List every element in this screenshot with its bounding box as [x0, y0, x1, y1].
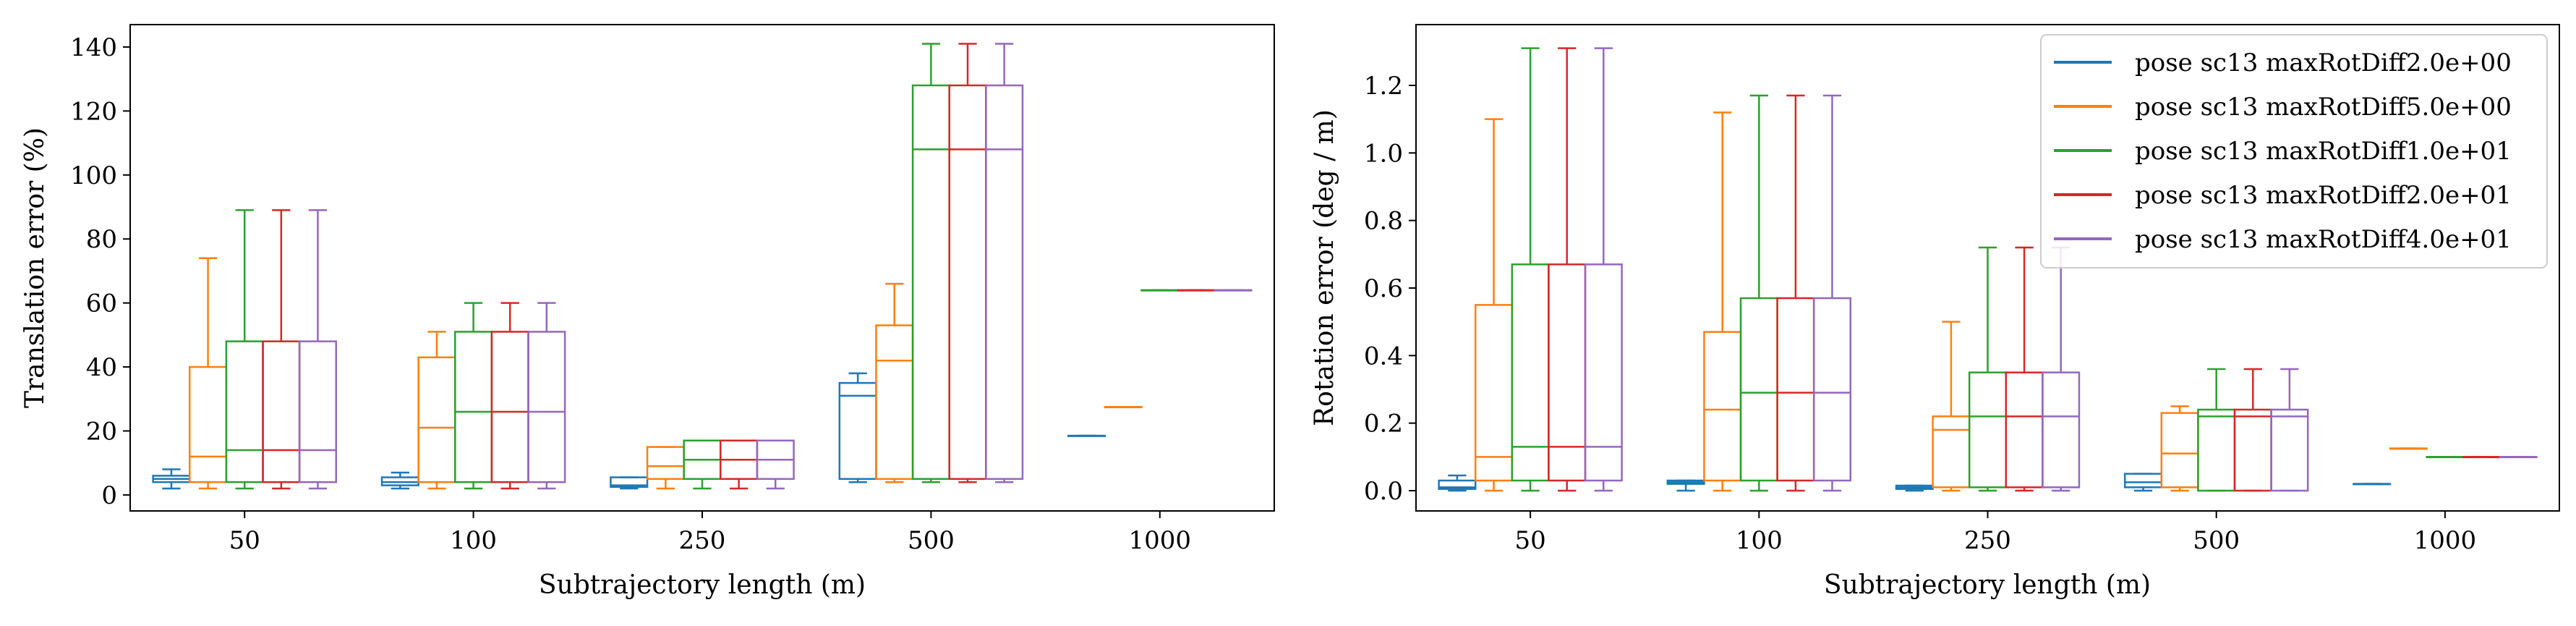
- y-tick-label: 0.0: [1364, 477, 1403, 506]
- y-tick-label: 0.6: [1364, 274, 1403, 303]
- box-plot: [1812, 94, 1852, 492]
- rotation-error-chart: 0.0 0.2 0.4 0.6 0.8 1.0 1.2 50 100 250 500 1000 Su…: [1310, 24, 2560, 600]
- box-plot: [610, 476, 649, 490]
- box-series: [298, 43, 1253, 490]
- y-axis-title: Translation error (%): [20, 127, 50, 408]
- box-series-group: [152, 43, 1253, 490]
- x-tick-label: 250: [679, 526, 726, 555]
- box-series-group: [1438, 47, 2538, 492]
- y-tick-label: 140: [70, 33, 117, 62]
- box-plot: [1739, 94, 1778, 492]
- legend-frame: [2040, 34, 2548, 268]
- y-ticks: 0 20 40 60 80 100 120 140: [70, 33, 130, 510]
- x-tick-label: 100: [450, 526, 497, 555]
- legend-label: pose sc13 maxRotDiff2.0e+01: [2135, 181, 2512, 210]
- legend-item: pose sc13 maxRotDiff1.0e+01: [2054, 137, 2512, 166]
- box-plot: [298, 209, 338, 490]
- legend-label: pose sc13 maxRotDiff1.0e+01: [2135, 137, 2512, 166]
- box-series: [1548, 47, 2502, 492]
- y-tick-label: 120: [70, 97, 117, 126]
- y-tick-label: 100: [70, 161, 117, 190]
- box-series: [152, 372, 1106, 490]
- box-plot: [1214, 289, 1253, 292]
- box-series: [1584, 47, 2538, 492]
- x-tick-label: 500: [2193, 526, 2240, 555]
- box-plot: [985, 43, 1024, 483]
- y-axis-title: Rotation error (deg / m): [1310, 109, 1339, 426]
- legend-item: pose sc13 maxRotDiff4.0e+01: [2054, 225, 2512, 254]
- box-plot: [1584, 47, 1623, 492]
- legend-label: pose sc13 maxRotDiff2.0e+00: [2135, 48, 2512, 77]
- x-tick-label: 250: [1964, 526, 2011, 555]
- y-tick-label: 20: [86, 417, 117, 446]
- x-tick-label: 500: [908, 526, 955, 555]
- box-plot: [1177, 289, 1216, 292]
- translation-error-chart: 0 20 40 60 80 100 120 140 50 100 250 500 1000 Subtr…: [20, 24, 1275, 600]
- y-tick-label: 60: [86, 289, 117, 318]
- y-tick-label: 0: [101, 481, 117, 510]
- box-plot: [2353, 483, 2392, 486]
- legend-item: pose sc13 maxRotDiff5.0e+00: [2054, 93, 2512, 122]
- x-axis-title: Subtrajectory length (m): [539, 570, 866, 600]
- y-tick-label: 80: [86, 225, 117, 254]
- y-tick-label: 0.4: [1364, 342, 1403, 371]
- box-plot: [2005, 246, 2044, 492]
- x-tick-label: 1000: [1129, 526, 1192, 555]
- box-plot: [1548, 47, 1587, 492]
- legend-item: pose sc13 maxRotDiff2.0e+00: [2054, 48, 2512, 77]
- box-plot: [262, 209, 301, 490]
- y-tick-label: 1.2: [1364, 72, 1403, 101]
- box-plot: [527, 302, 566, 490]
- box-plot: [1776, 94, 1815, 492]
- x-ticks: 50 100 250 500 1000: [229, 511, 1191, 555]
- legend-item: pose sc13 maxRotDiff2.0e+01: [2054, 181, 2512, 210]
- x-tick-label: 50: [1514, 526, 1545, 555]
- x-axis-title: Subtrajectory length (m): [1824, 570, 2151, 600]
- x-tick-label: 50: [229, 526, 260, 555]
- y-ticks: 0.0 0.2 0.4 0.6 0.8 1.0 1.2: [1364, 72, 1416, 506]
- legend-items: pose sc13 maxRotDiff2.0e+00 pose sc13 max…: [2054, 48, 2512, 254]
- y-tick-label: 40: [86, 353, 117, 382]
- x-tick-label: 1000: [2414, 526, 2477, 555]
- y-tick-label: 0.8: [1364, 207, 1403, 236]
- y-tick-label: 0.2: [1364, 410, 1403, 439]
- x-tick-label: 100: [1736, 526, 1783, 555]
- legend: pose sc13 maxRotDiff2.0e+00 pose sc13 max…: [2040, 34, 2548, 268]
- legend-label: pose sc13 maxRotDiff5.0e+00: [2135, 93, 2512, 122]
- box-plot: [2270, 368, 2309, 492]
- x-ticks: 50 100 250 500 1000: [1514, 511, 2476, 555]
- box-plot: [1666, 479, 1705, 492]
- box-plot: [1438, 474, 1477, 492]
- legend-label: pose sc13 maxRotDiff4.0e+01: [2135, 225, 2512, 254]
- box-series: [1438, 473, 2392, 492]
- box-plot: [1140, 289, 1180, 292]
- box-plot: [756, 439, 795, 490]
- y-tick-label: 1.0: [1364, 139, 1403, 168]
